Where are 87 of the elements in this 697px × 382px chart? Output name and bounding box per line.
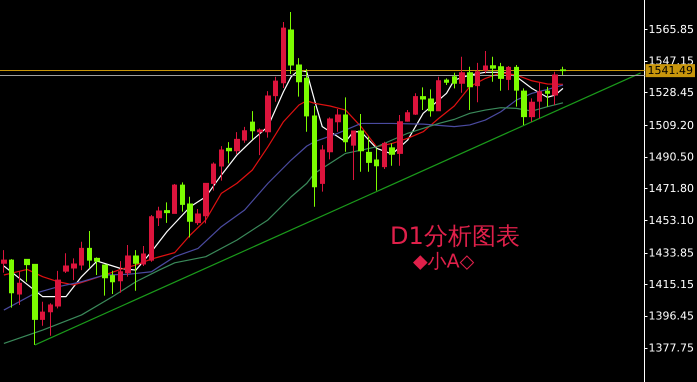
candlestick (219, 146, 224, 182)
candlestick (420, 86, 426, 111)
candlestick (288, 12, 294, 74)
candlestick (382, 141, 387, 170)
candlestick (327, 116, 333, 160)
candlestick (242, 126, 247, 144)
candlestick (71, 258, 77, 281)
candlestick (452, 72, 457, 89)
candlestick (265, 90, 271, 138)
candlestick (552, 71, 558, 106)
y-tick-label: 1509.20 (648, 118, 694, 132)
candlestick (226, 142, 232, 164)
candlestick (490, 56, 496, 82)
candlestick (164, 202, 170, 224)
candlestick (1, 250, 7, 274)
y-tick-label: 1415.15 (648, 278, 694, 292)
candlestick (405, 110, 410, 122)
candlestick (203, 182, 209, 224)
candlestick (87, 230, 92, 269)
candlestick (529, 98, 535, 122)
candlestick (234, 132, 240, 155)
y-tick-label: 1377.75 (648, 341, 694, 354)
candlestick (195, 208, 201, 226)
y-tick-label: 1453.10 (648, 214, 694, 227)
candlestick (560, 66, 566, 76)
annotation: ◆小A◇ (413, 250, 475, 272)
y-tick-label: 1528.45 (648, 86, 694, 100)
candlestick (467, 66, 473, 111)
candlestick (40, 301, 45, 326)
candlestick (483, 50, 488, 74)
candlestick (436, 76, 441, 112)
candlestick (343, 96, 348, 152)
line-series (3, 102, 564, 344)
candlestick (281, 22, 286, 89)
candlestick (444, 78, 449, 86)
candlestick (545, 86, 550, 108)
candlestick (9, 258, 14, 308)
candlestick (459, 56, 465, 94)
candlestick (24, 258, 30, 282)
candlestick (351, 130, 356, 180)
candlestick (521, 88, 527, 126)
candlestick (374, 148, 379, 192)
candlestick (366, 136, 372, 172)
candlestick (94, 256, 100, 276)
candlestick (273, 76, 278, 102)
candlestick (110, 270, 115, 294)
candlestick (296, 58, 302, 98)
y-tick-label: 1471.80 (648, 182, 694, 196)
candlestick (397, 114, 403, 166)
candlestick (156, 206, 162, 227)
candlestick (506, 66, 511, 91)
annotation: D1分析图表 (390, 222, 520, 250)
candlestick (257, 128, 263, 156)
candlestick (498, 62, 504, 92)
candlestick (141, 246, 146, 267)
candlestick (17, 271, 22, 306)
candlestick (125, 244, 131, 278)
candlestick (358, 113, 364, 172)
candlestick (304, 68, 309, 132)
candlestick (63, 252, 69, 274)
y-tick-label: 1396.45 (648, 310, 694, 323)
candlestick (118, 260, 123, 294)
candlestick (211, 162, 216, 192)
candlestick (514, 64, 519, 108)
ref-line-label: 1541.49 (648, 64, 694, 78)
candlestick (428, 88, 434, 118)
candlestick (312, 106, 317, 208)
candlestick (250, 110, 255, 140)
y-tick-label: 1490.50 (648, 150, 694, 164)
candlestick (187, 196, 193, 238)
candlestick (413, 92, 418, 116)
candlestick (537, 82, 542, 119)
candlestick (102, 264, 108, 296)
y-tick-label: 1565.85 (648, 22, 694, 36)
candlestick (389, 142, 395, 166)
candlestick (320, 144, 325, 192)
candlestick (475, 62, 480, 103)
y-tick-label: 1433.85 (648, 246, 694, 260)
candlestick (180, 182, 185, 212)
candlestick (55, 270, 61, 309)
candlestick (133, 250, 139, 292)
candlestick (335, 108, 341, 132)
candlestick (48, 302, 53, 336)
candlestick (79, 241, 84, 271)
candlestick (172, 184, 177, 214)
candlestick (32, 264, 38, 346)
candlestick (149, 214, 154, 262)
